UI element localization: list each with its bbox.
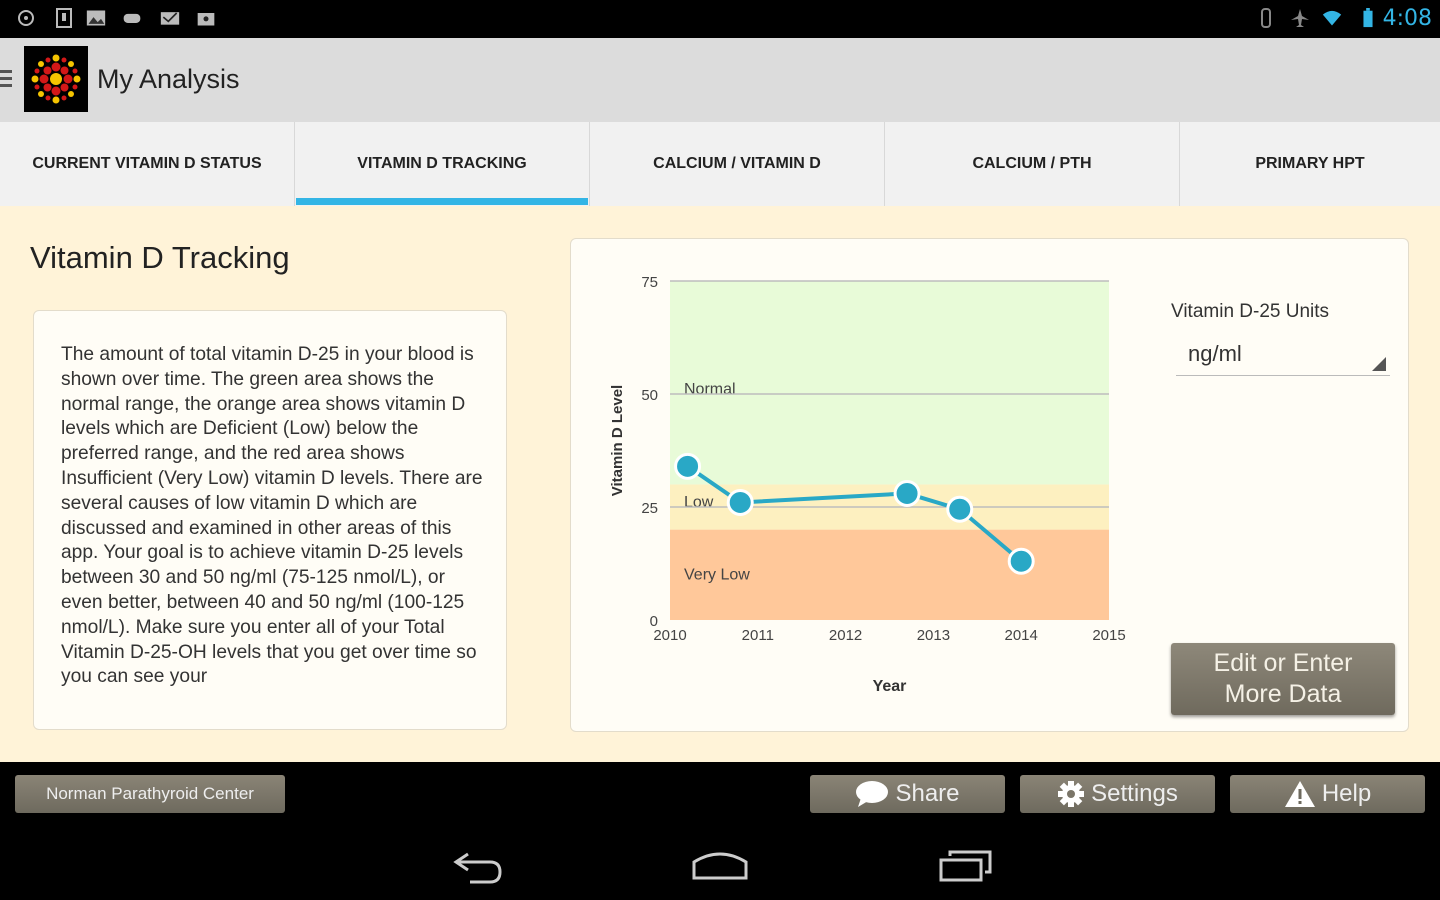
tab-calcium-pth[interactable]: CALCIUM / PTH [885,122,1180,206]
help-button[interactable]: Help [1230,775,1425,813]
norman-center-button[interactable]: Norman Parathyroid Center [15,775,285,813]
vitamin-d-chart: Very Low Low Normal 0 25 50 75 2010 2011 2012 2013… [609,274,1126,695]
data-point [1007,547,1035,575]
tab-bar: CURRENT VITAMIN D STATUS VITAMIN D TRACK… [0,122,1440,208]
settings-button[interactable]: Settings [1020,775,1215,813]
bluetooth-icon [1261,8,1271,28]
warning-icon [1284,781,1315,807]
x-tick-label: 2011 [742,627,774,644]
recents-icon[interactable] [938,848,994,884]
y-tick-label: 75 [641,274,658,291]
chart-card: Very Low Low Normal 0 25 50 75 2010 2011 2012 2013… [570,238,1409,732]
zone-label: Very Low [684,566,750,583]
app-title: My Analysis [97,64,240,94]
home-icon[interactable] [692,848,748,884]
tab-calcium-vitamin-d[interactable]: CALCIUM / VITAMIN D [590,122,885,206]
android-icon [18,10,34,26]
gallery-icon [86,10,106,26]
tab-vitamin-d-tracking[interactable]: VITAMIN D TRACKING [295,122,590,206]
data-point [893,479,921,507]
airplane-icon [1291,9,1309,27]
wifi-icon [1322,10,1342,26]
back-icon[interactable] [450,848,506,884]
status-bar: 4:08 [0,0,1440,38]
dropdown-caret-icon [1372,357,1386,371]
battery-icon [1363,8,1373,28]
description-card[interactable]: The amount of total vitamin D-25 in your… [33,310,507,730]
navigation-bar [0,828,1440,900]
units-label: Vitamin D-25 Units [1171,301,1330,322]
tab-selected-indicator [296,198,588,205]
share-button[interactable]: Share [810,775,1005,813]
action-bar: My Analysis [0,38,1440,123]
y-tick-label: 0 [650,613,658,630]
x-tick-label: 2013 [917,627,950,644]
store-icon [197,13,215,26]
edit-button-label-line1: Edit or Enter [1213,649,1353,677]
x-tick-label: 2014 [1005,627,1038,644]
email-icon [160,12,180,25]
speech-bubble-icon [856,781,889,807]
tab-primary-hpt[interactable]: PRIMARY HPT [1180,122,1440,206]
x-tick-label: 2015 [1092,627,1125,644]
units-selected-value: ng/ml [1188,341,1242,366]
zone-label: Normal [684,381,736,398]
data-point [674,452,702,480]
app-logo[interactable] [24,46,88,112]
clock: 4:08 [1382,6,1432,31]
tab-label: PRIMARY HPT [1255,155,1365,172]
x-tick-label: 2010 [653,627,686,644]
x-axis-label: Year [873,678,907,695]
drawer-menu-icon[interactable] [0,70,14,91]
gear-icon [1058,781,1085,807]
edit-button-label-line2: More Data [1224,680,1342,708]
tab-label: CALCIUM / PTH [972,155,1092,172]
x-tick-label: 2012 [829,627,862,644]
zone-label: Low [684,494,714,511]
zone-very-low [670,529,1109,620]
y-tick-label: 50 [641,387,658,404]
help-button-label: Help [1321,780,1372,807]
settings-button-label: Settings [1091,780,1178,807]
tab-label: VITAMIN D TRACKING [357,155,527,172]
content-area: Vitamin D Tracking The amount of total v… [0,206,1440,762]
description-text: The amount of total vitamin D-25 in your… [61,344,483,688]
gamepad-icon [123,13,141,23]
data-point [946,495,974,523]
share-button-label: Share [895,780,960,807]
edit-data-button[interactable]: Edit or Enter More Data [1171,643,1395,715]
y-axis-label: Vitamin D Level [609,385,626,496]
section-title: Vitamin D Tracking [30,240,290,275]
tab-current-vitamin-d-status[interactable]: CURRENT VITAMIN D STATUS [0,122,295,206]
tab-label: CURRENT VITAMIN D STATUS [32,155,262,172]
zone-normal [670,281,1109,485]
download-icon [56,8,72,28]
norman-button-label: Norman Parathyroid Center [46,784,254,803]
y-tick-label: 25 [641,500,658,517]
bottom-button-bar: Norman Parathyroid Center Share Settings… [0,762,1440,828]
tab-label: CALCIUM / VITAMIN D [653,155,821,172]
units-dropdown[interactable]: ng/ml [1176,335,1390,376]
data-point [726,488,754,516]
